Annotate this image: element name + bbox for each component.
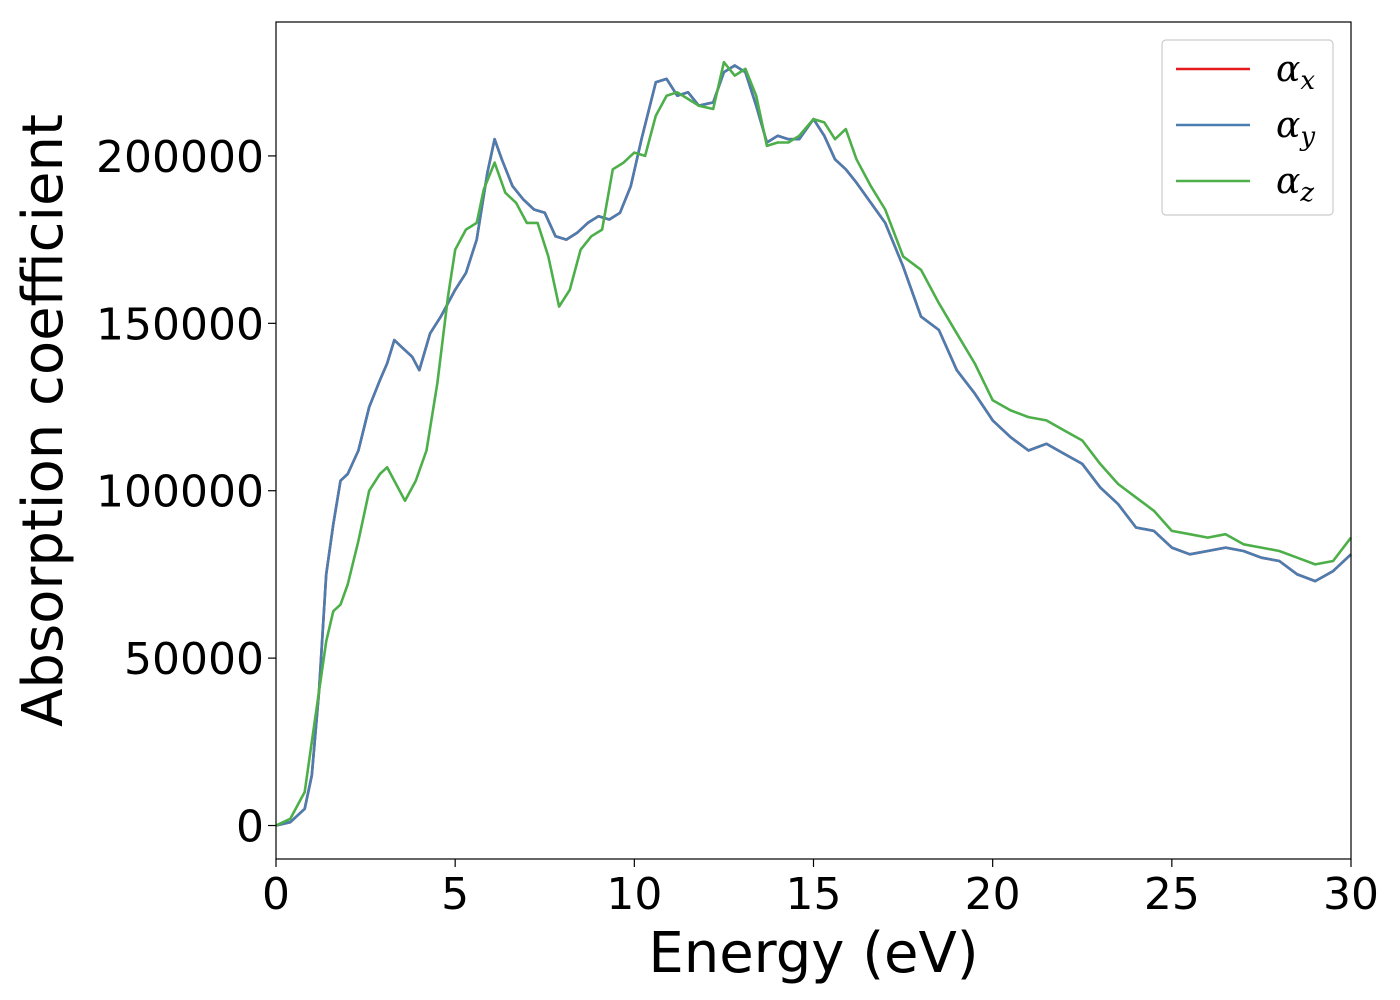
x-tick-label: 15 xyxy=(786,869,842,920)
legend-label: αx xyxy=(1276,49,1315,96)
plot-frame xyxy=(275,21,1352,860)
series-line-z xyxy=(275,60,1353,827)
x-axis-ticks: 0 5 10 15 20 25 30 xyxy=(262,859,1379,920)
y-axis-label: Absorption coefficient xyxy=(11,114,76,727)
y-tick-label: 0 xyxy=(236,802,264,853)
y-axis-ticks: 0 50000 100000 150000 200000 xyxy=(96,132,276,853)
x-tick-label: 20 xyxy=(965,869,1021,920)
series-layer xyxy=(275,60,1353,827)
y-tick-label: 100000 xyxy=(96,467,264,518)
y-tick-label: 200000 xyxy=(96,132,264,183)
legend-items: αx αy αz xyxy=(1176,49,1315,208)
x-tick-label: 10 xyxy=(606,869,662,920)
legend: αx αy αz xyxy=(1161,39,1334,216)
legend-label: αy xyxy=(1276,105,1315,152)
legend-label: αz xyxy=(1276,161,1314,208)
x-tick-label: 5 xyxy=(441,869,469,920)
legend-box xyxy=(1161,39,1334,216)
x-tick-label: 25 xyxy=(1144,869,1200,920)
y-tick-label: 150000 xyxy=(96,299,264,350)
x-axis-label: Energy (eV) xyxy=(648,921,978,986)
y-tick-label: 50000 xyxy=(124,634,264,685)
x-tick-label: 30 xyxy=(1323,869,1379,920)
x-tick-label: 0 xyxy=(262,869,290,920)
